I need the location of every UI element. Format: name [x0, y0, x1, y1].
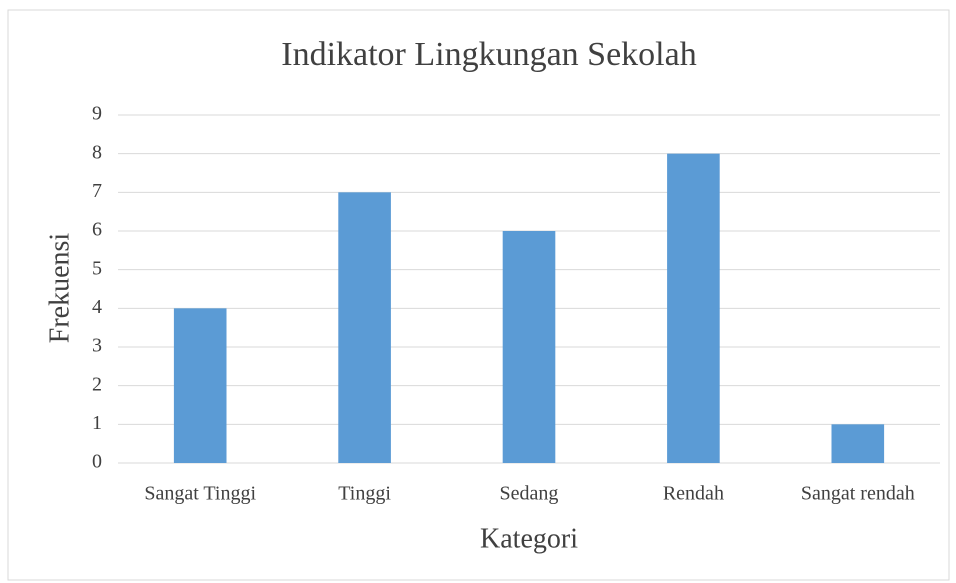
chart-title: Indikator Lingkungan Sekolah	[281, 36, 696, 73]
y-tick-label: 4	[92, 296, 102, 318]
x-tick-label: Sangat Tinggi	[144, 483, 256, 505]
y-tick-label: 2	[92, 373, 102, 395]
bar	[502, 231, 556, 463]
y-tick-label: 1	[92, 412, 102, 434]
bar	[667, 153, 720, 463]
y-tick-label: 5	[92, 257, 102, 279]
y-tick-label: 7	[92, 180, 102, 202]
y-tick-label: 3	[92, 335, 102, 357]
bar	[173, 308, 227, 463]
y-tick-label: 0	[92, 451, 102, 473]
x-tick-label: Sangat rendah	[801, 483, 915, 505]
x-axis-label: Kategori	[480, 523, 578, 554]
bar	[338, 192, 391, 464]
y-axis-label: Frekuensi	[44, 233, 75, 344]
bar	[831, 424, 885, 463]
y-tick-label: 8	[92, 141, 102, 163]
x-tick-label: Tinggi	[338, 483, 391, 505]
x-tick-label: Sedang	[500, 483, 559, 505]
chart-frame	[7, 9, 950, 581]
y-tick-label: 9	[92, 103, 102, 125]
y-tick-label: 6	[92, 219, 102, 241]
x-tick-label: Rendah	[663, 483, 724, 505]
